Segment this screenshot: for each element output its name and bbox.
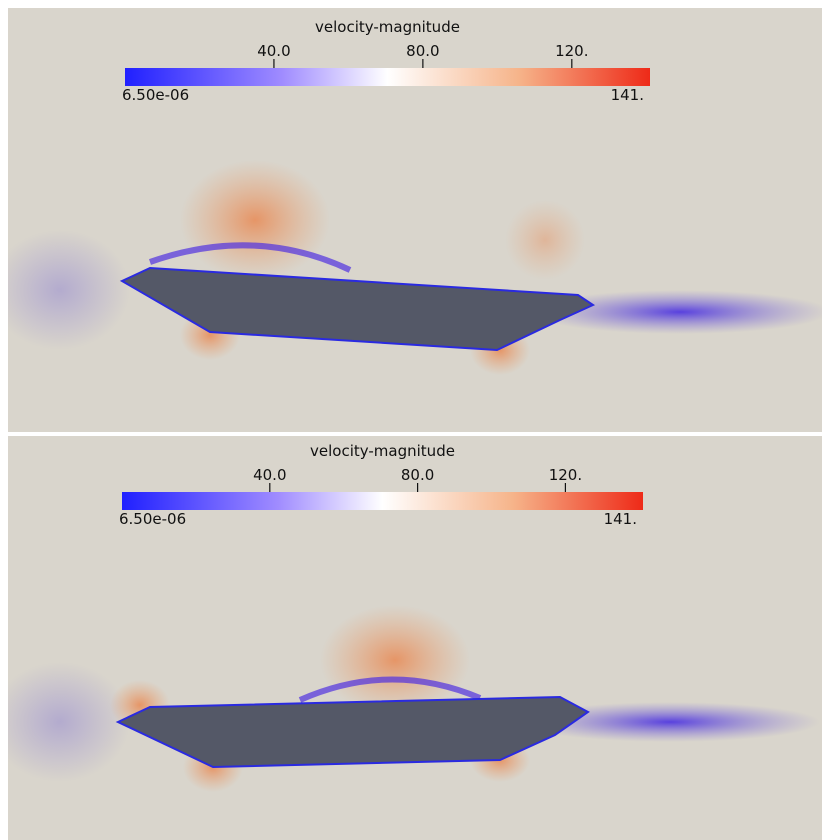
min-label: 6.50e-06: [119, 510, 186, 528]
tick-label: 40.0: [253, 466, 286, 484]
colorbar-title: velocity-magnitude: [310, 442, 455, 460]
tick-label: 80.0: [406, 42, 439, 60]
tick-label: 120.: [555, 42, 588, 60]
max-label: 141.: [611, 86, 644, 104]
tick-label: 120.: [549, 466, 582, 484]
tick-label: 80.0: [401, 466, 434, 484]
colorbar: [125, 68, 650, 86]
tick-label: 40.0: [257, 42, 290, 60]
screenshot: velocity-magnitude 40.0 80.0 120. 6.50e-06 14…: [0, 0, 822, 840]
max-label: 141.: [604, 510, 637, 528]
colorbar: [122, 492, 643, 510]
colorbar-title: velocity-magnitude: [315, 18, 460, 36]
min-label: 6.50e-06: [122, 86, 189, 104]
